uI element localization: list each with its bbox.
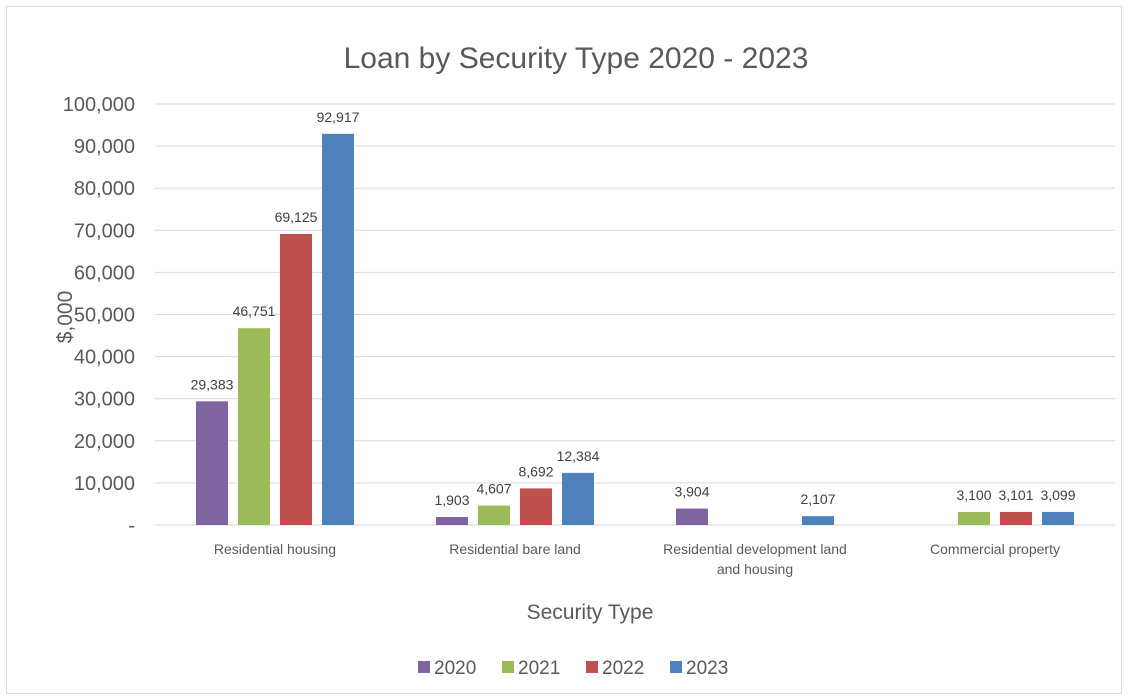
data-label: 8,692 [518, 463, 553, 479]
bar-2020 [436, 516, 468, 525]
legend-label-2023: 2023 [686, 658, 728, 679]
bar-2023 [802, 516, 834, 525]
bar-2022 [1000, 511, 1032, 525]
legend-swatch-2020 [418, 661, 430, 673]
y-tick-label: 70,000 [74, 220, 135, 242]
bar-2023 [1042, 511, 1074, 525]
legend-label-2022: 2022 [602, 658, 644, 679]
x-tick-label: Residential bare land [449, 541, 581, 557]
chart-area: Loan by Security Type 2020 - 2023 - 10,00… [6, 6, 1122, 694]
data-label: 12,384 [557, 448, 600, 464]
data-label: 69,125 [275, 209, 318, 225]
bar-2020 [676, 508, 708, 525]
data-label: 29,383 [191, 376, 234, 392]
x-tick-label: Residential housing [214, 541, 336, 557]
y-tick-label: 100,000 [63, 94, 135, 116]
data-label: 3,101 [998, 487, 1033, 503]
y-tick-label: 80,000 [74, 178, 135, 200]
bar-2023 [562, 472, 594, 525]
bar-2021 [478, 505, 510, 525]
bar-2022 [280, 233, 312, 525]
y-tick-label: 30,000 [74, 389, 135, 411]
x-axis-tick-labels: Residential housing Residential bare land… [214, 541, 1060, 577]
y-axis-tick-labels: - 10,000 20,000 30,000 40,000 50,000 60,000 70,… [63, 94, 135, 537]
bar-2021 [958, 511, 990, 525]
chart-title: Loan by Security Type 2020 - 2023 [344, 42, 809, 75]
bar-2021 [238, 328, 270, 525]
y-tick-label: 60,000 [74, 262, 135, 284]
data-label: 3,904 [674, 484, 709, 500]
y-tick-label: 20,000 [74, 431, 135, 453]
data-label: 2,107 [800, 491, 835, 507]
legend: 2020 2021 2022 2023 [418, 658, 728, 679]
bar-2022 [520, 488, 552, 525]
bars [196, 133, 1074, 525]
gridlines [155, 103, 1115, 526]
data-label: 3,100 [956, 487, 991, 503]
y-axis-title: $,000 [54, 291, 77, 344]
data-label: 1,903 [434, 492, 469, 508]
data-label: 3,099 [1040, 487, 1075, 503]
x-axis-title: Security Type [527, 601, 654, 624]
bar-chart: Loan by Security Type 2020 - 2023 - 10,00… [54, 42, 1115, 679]
legend-label-2020: 2020 [434, 658, 476, 679]
legend-label-2021: 2021 [518, 658, 560, 679]
x-tick-label: Commercial property [930, 541, 1060, 557]
y-tick-label: 90,000 [74, 136, 135, 158]
y-tick-label: 50,000 [74, 305, 135, 327]
legend-swatch-2023 [670, 661, 682, 673]
y-tick-label: 40,000 [74, 347, 135, 369]
data-label: 46,751 [233, 303, 276, 319]
bar-2023 [322, 133, 354, 525]
y-tick-label: 10,000 [74, 473, 135, 495]
data-labels: 29,383 46,751 69,125 92,917 1,903 4,607 8,6921… [191, 109, 1076, 508]
legend-swatch-2021 [502, 661, 514, 673]
y-tick-label: - [128, 515, 135, 537]
x-tick-label: Residential development land and housing [663, 541, 847, 577]
data-label: 92,917 [317, 109, 360, 125]
legend-swatch-2022 [586, 661, 598, 673]
data-label: 4,607 [476, 481, 511, 497]
bar-2020 [196, 401, 228, 525]
